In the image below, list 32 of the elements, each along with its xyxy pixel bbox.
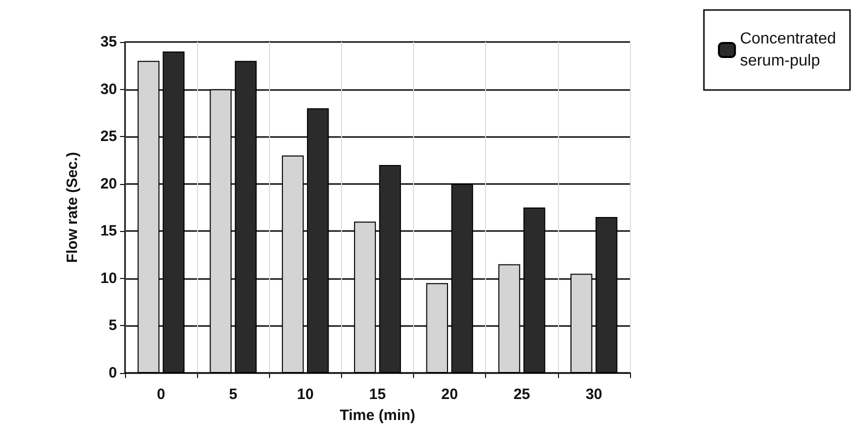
x-tick-label: 25	[513, 386, 530, 403]
x-tick-label: 5	[229, 386, 238, 403]
bar	[138, 60, 160, 373]
bar	[596, 216, 618, 373]
y-tick-label: 0	[108, 364, 117, 382]
bar	[570, 274, 592, 373]
x-tick-label: 15	[369, 386, 386, 403]
x-tick-label: 0	[156, 386, 166, 403]
x-tick-label: 30	[586, 386, 602, 403]
bar	[306, 108, 329, 373]
y-tick-label: 25	[100, 128, 117, 146]
y-tick-label: 5	[108, 317, 117, 334]
x-axis-title: Time (min)	[340, 407, 416, 424]
bar	[162, 51, 185, 373]
y-tick-label: 35	[100, 34, 117, 50]
bar	[523, 208, 546, 373]
bar	[210, 89, 232, 373]
bar	[498, 264, 520, 373]
bar	[426, 283, 448, 373]
y-tick-label: 10	[100, 270, 117, 287]
bar	[234, 60, 257, 373]
y-axis-title: Flow rate (Sec.)	[64, 152, 81, 263]
legend-label: Concentrated serum-pulp	[740, 30, 836, 70]
x-tick-label: 20	[441, 386, 458, 403]
bar	[282, 155, 304, 373]
y-tick-label: 30	[100, 80, 117, 98]
bar	[354, 222, 376, 373]
y-tick-label: 15	[100, 222, 117, 240]
y-tick-label: 20	[100, 175, 117, 192]
bar	[379, 164, 401, 373]
x-tick-label: 10	[297, 386, 314, 403]
bar	[451, 184, 474, 373]
